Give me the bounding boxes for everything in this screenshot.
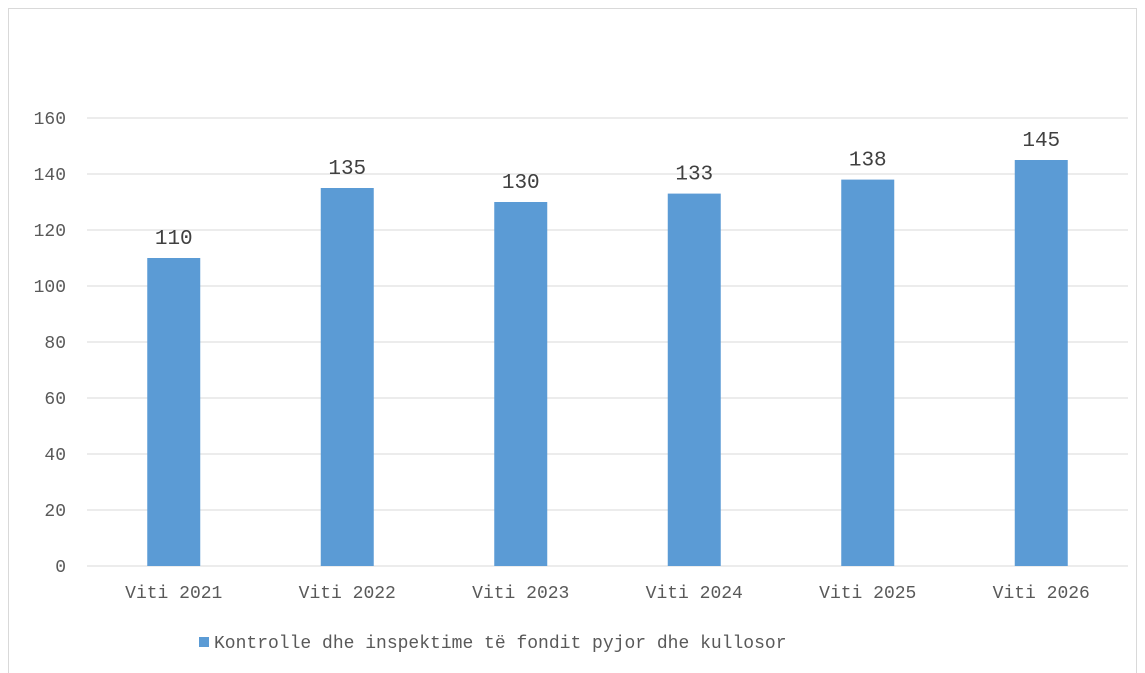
data-labels: 110 135 130 133 138 145 bbox=[155, 130, 1060, 251]
x-axis: Viti 2021 Viti 2022 Viti 2023 Viti 2024 Viti… bbox=[125, 584, 1090, 604]
data-label: 135 bbox=[328, 158, 366, 181]
y-axis: 0 20 40 60 80 100 120 140 160 bbox=[34, 110, 66, 578]
x-tick-label: Viti 2021 bbox=[125, 584, 222, 604]
gridlines bbox=[87, 117, 1128, 567]
y-tick-label: 40 bbox=[44, 446, 66, 466]
legend-label: Kontrolle dhe inspektime të fondit pyjor… bbox=[214, 634, 787, 654]
bar bbox=[1014, 160, 1068, 566]
data-label: 130 bbox=[502, 172, 540, 195]
data-label: 133 bbox=[675, 164, 713, 187]
y-tick-label: 80 bbox=[44, 334, 66, 354]
x-tick-label: Viti 2023 bbox=[472, 584, 569, 604]
x-tick-label: Viti 2024 bbox=[646, 584, 743, 604]
bar bbox=[841, 179, 895, 566]
y-tick-label: 100 bbox=[34, 278, 66, 298]
legend-swatch bbox=[199, 637, 209, 647]
y-tick-label: 20 bbox=[44, 502, 66, 522]
x-tick-label: Viti 2022 bbox=[299, 584, 396, 604]
bars bbox=[147, 160, 1068, 566]
y-tick-label: 120 bbox=[34, 222, 66, 242]
bar bbox=[667, 193, 721, 566]
y-tick-label: 60 bbox=[44, 390, 66, 410]
x-tick-label: Viti 2026 bbox=[993, 584, 1090, 604]
y-tick-label: 160 bbox=[34, 110, 66, 130]
data-label: 138 bbox=[849, 150, 887, 173]
y-tick-label: 140 bbox=[34, 166, 66, 186]
bar bbox=[320, 188, 374, 566]
data-label: 110 bbox=[155, 228, 193, 251]
bar bbox=[494, 202, 548, 566]
y-tick-label: 0 bbox=[55, 558, 66, 578]
legend: Kontrolle dhe inspektime të fondit pyjor… bbox=[199, 634, 787, 654]
x-tick-label: Viti 2025 bbox=[819, 584, 916, 604]
data-label: 145 bbox=[1022, 130, 1060, 153]
bar bbox=[147, 258, 201, 566]
